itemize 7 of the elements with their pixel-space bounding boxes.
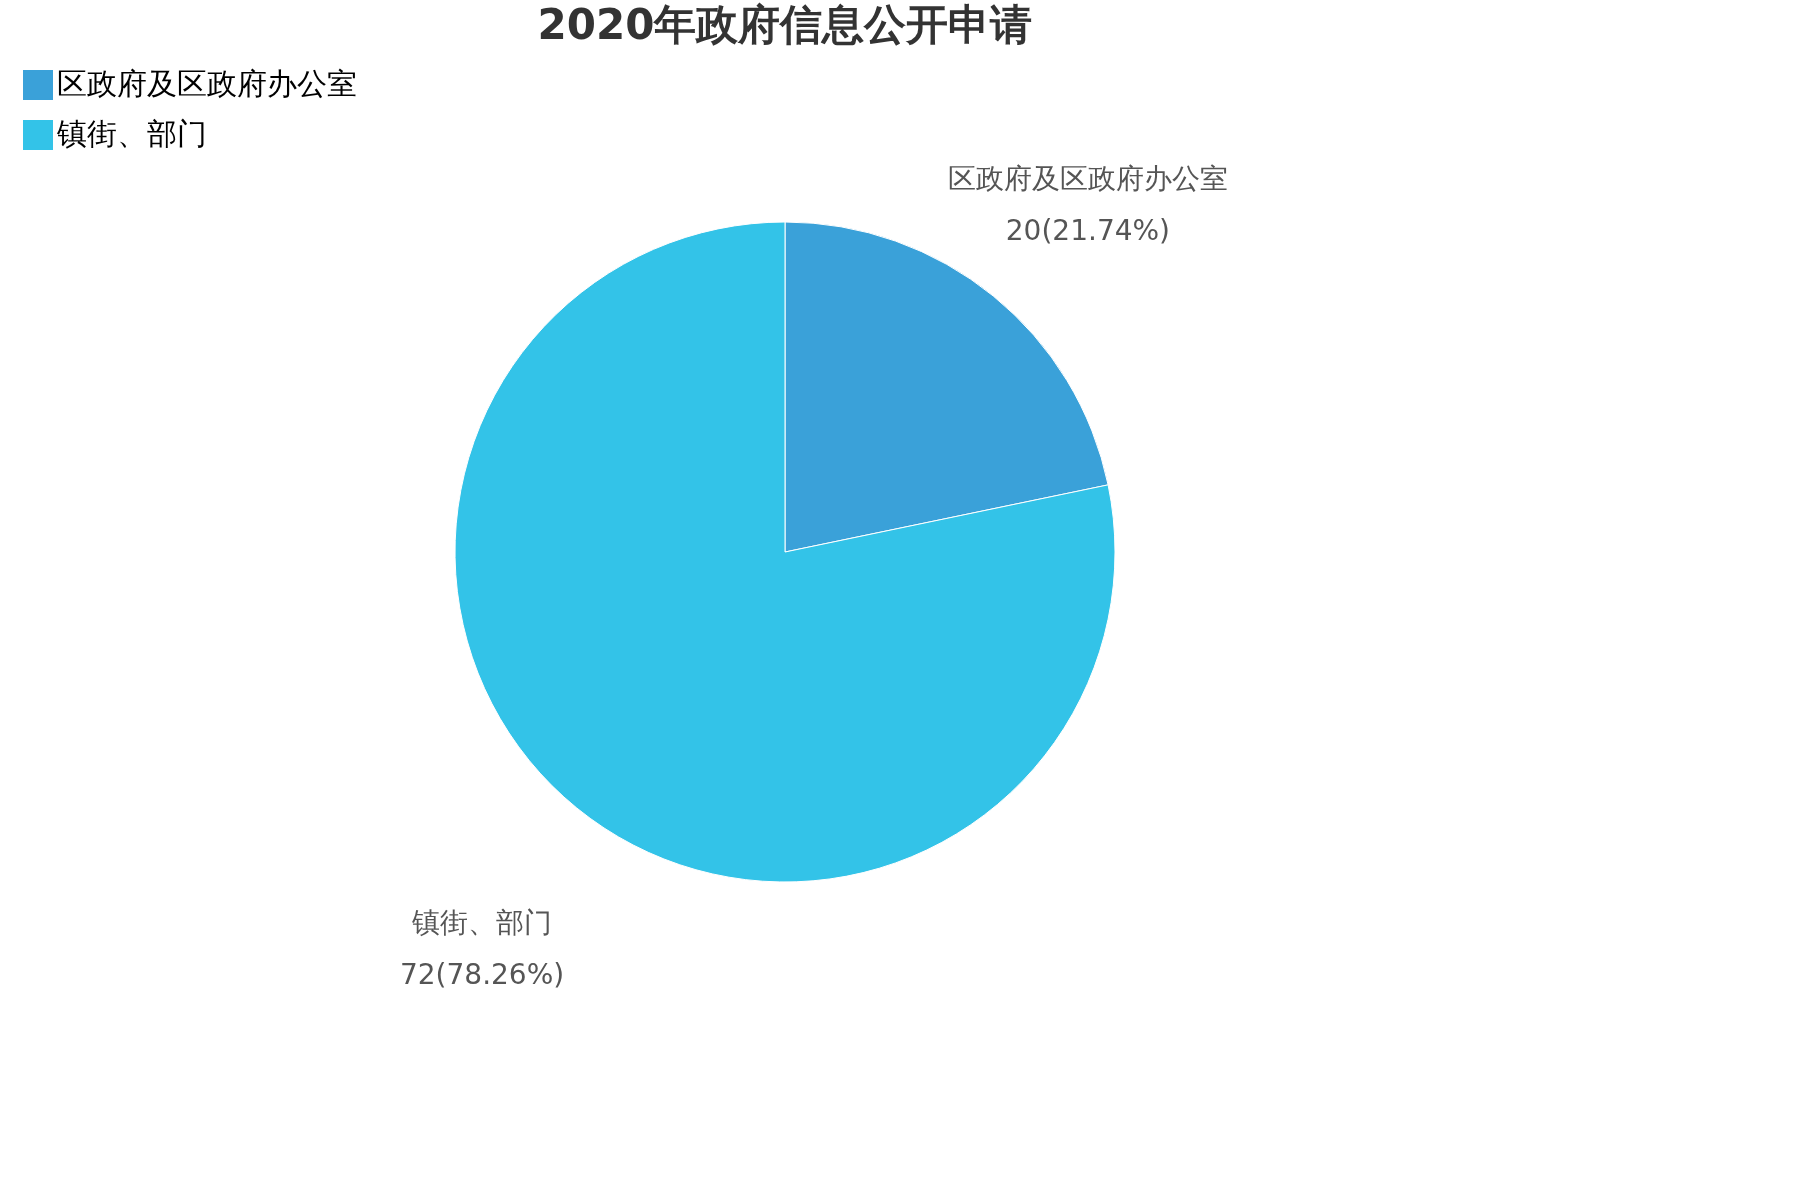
- legend-label: 区政府及区政府办公室: [57, 66, 357, 101]
- legend-label: 镇街、部门: [56, 116, 207, 151]
- slice-label: 区政府及区政府办公室: [947, 161, 1228, 195]
- data-label: 20(21.74%): [1005, 213, 1171, 247]
- slice-label: 镇街、部门: [411, 906, 553, 940]
- data-label: 72(78.26%): [399, 958, 565, 992]
- chart-title: 2020年政府信息公开申请: [537, 0, 1033, 49]
